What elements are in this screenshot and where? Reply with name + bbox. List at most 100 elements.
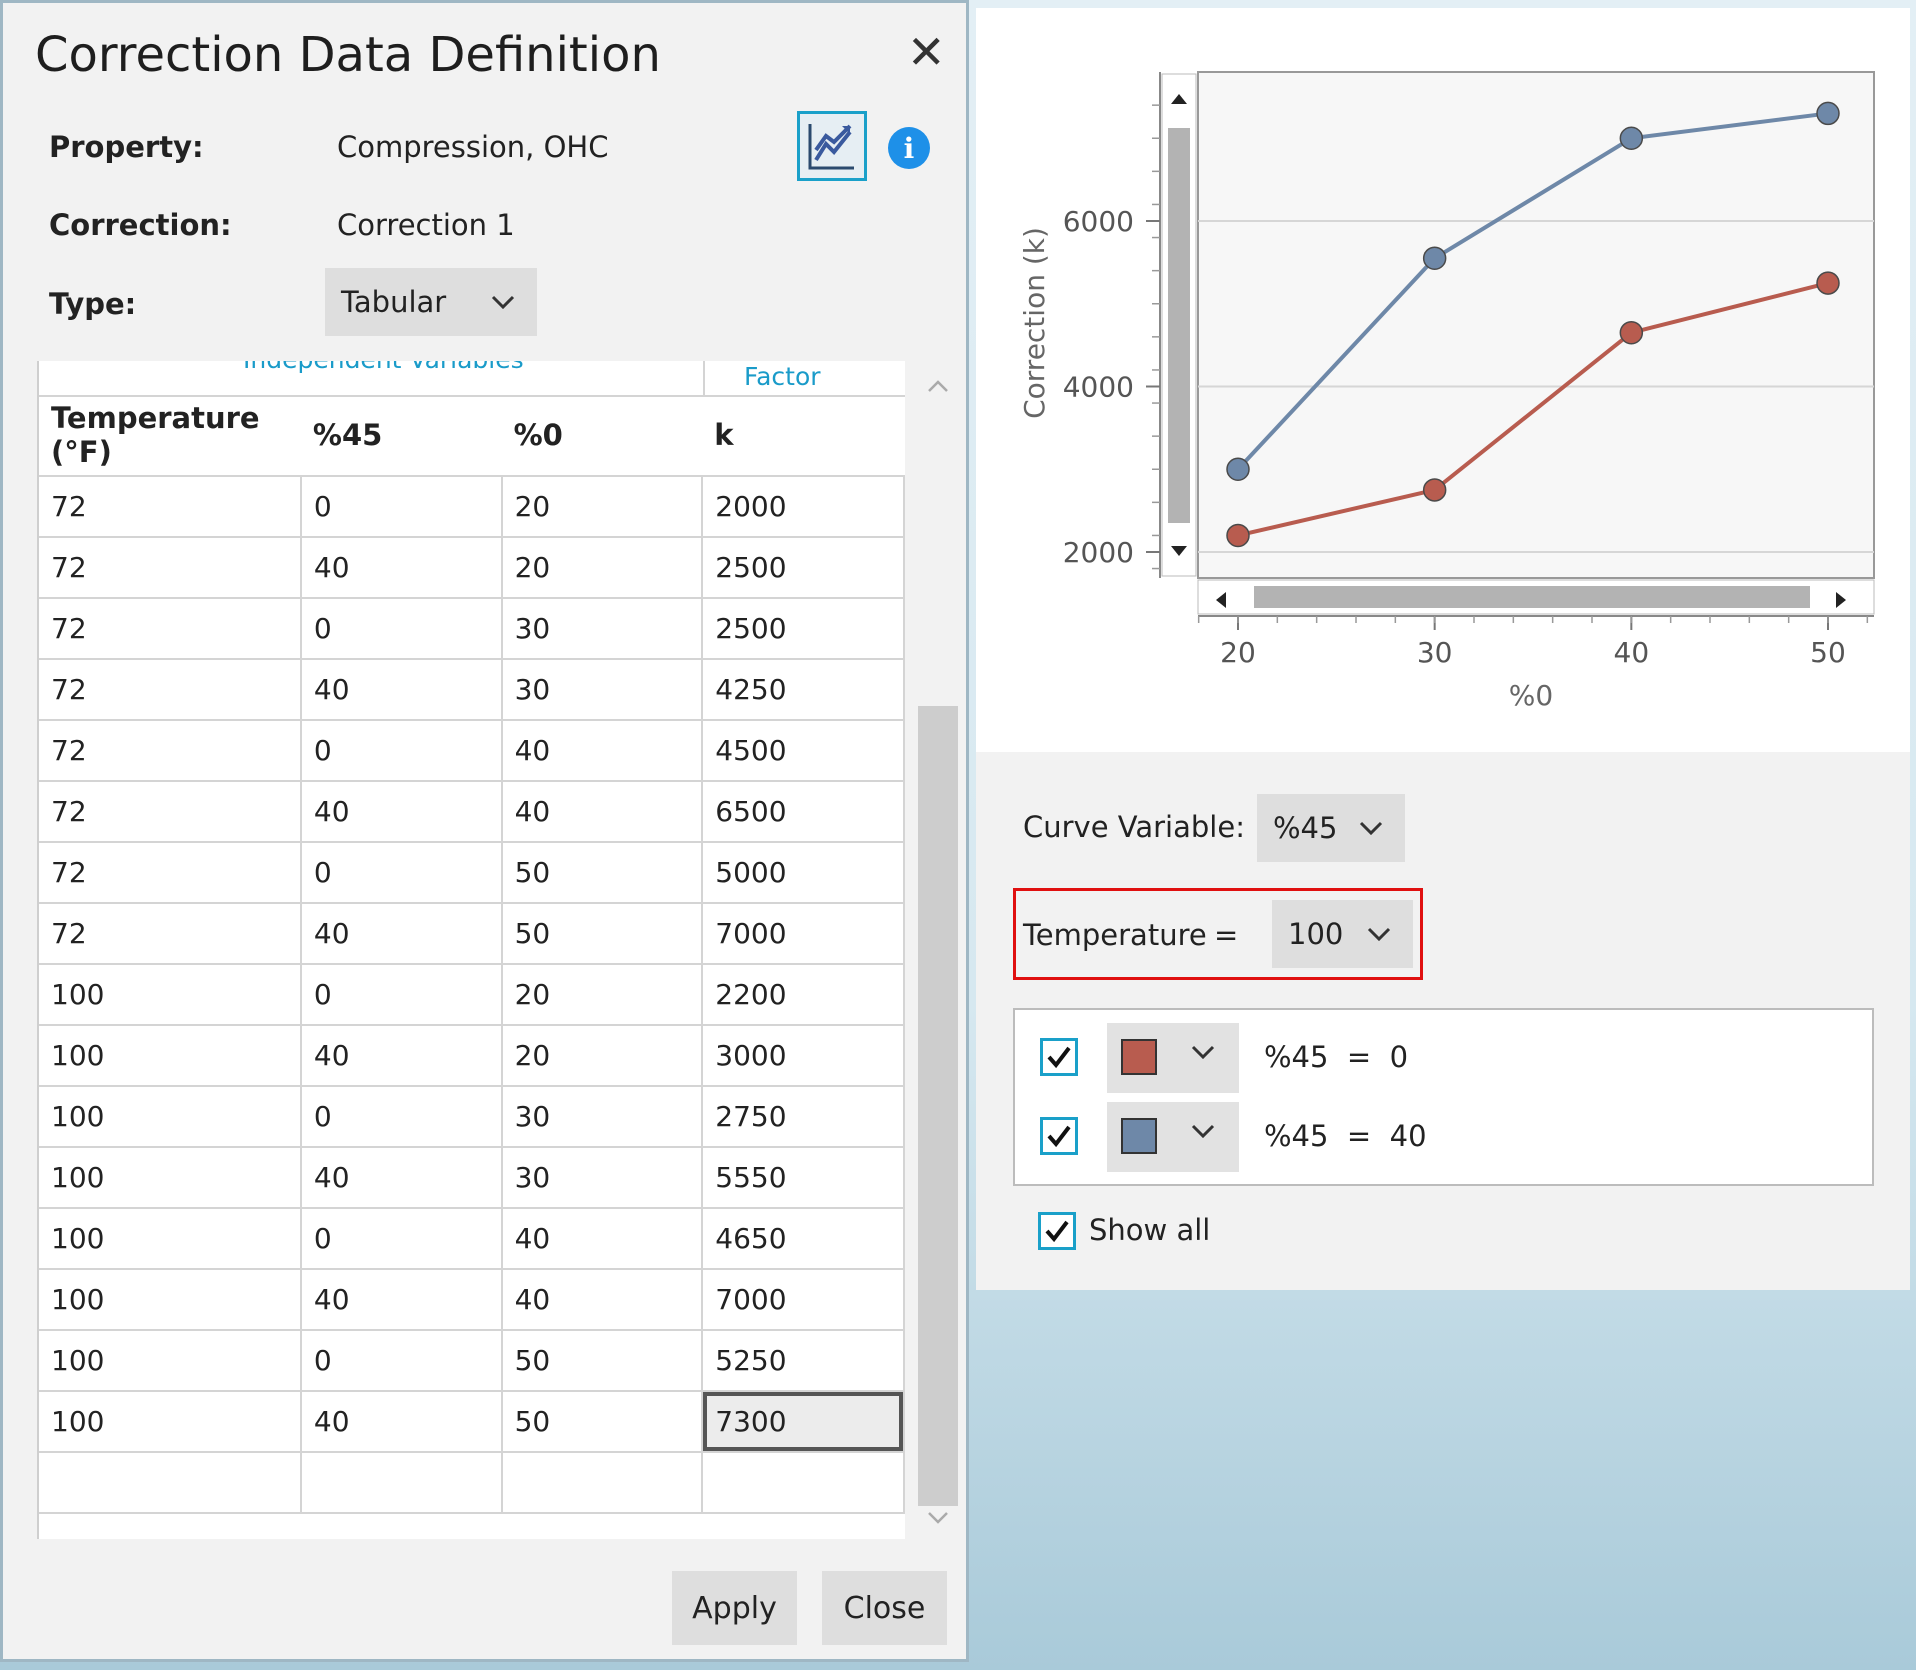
table-cell[interactable] [39, 1452, 302, 1514]
table-cell[interactable]: 50 [501, 903, 704, 965]
chart-x-scroll-thumb[interactable] [1254, 586, 1810, 608]
table-cell[interactable]: 5550 [702, 1147, 905, 1209]
table-cell[interactable]: 100 [39, 964, 302, 1026]
table-cell[interactable]: 30 [501, 598, 704, 660]
data-point-0-1[interactable] [1422, 478, 1447, 502]
table-row[interactable]: 100 40 50 7300 [39, 1391, 905, 1453]
chart-view-button[interactable] [797, 111, 867, 181]
table-cell[interactable]: 0 [300, 720, 503, 782]
table-row[interactable]: 100 0 30 2750 [39, 1086, 905, 1148]
table-cell[interactable]: 0 [300, 1208, 503, 1270]
table-cell[interactable]: 20 [501, 964, 704, 1026]
table-cell[interactable]: 40 [300, 1269, 503, 1331]
table-cell[interactable]: 0 [300, 476, 503, 538]
table-cell[interactable]: 72 [39, 781, 302, 843]
table-cell[interactable]: 40 [300, 1147, 503, 1209]
table-row[interactable] [39, 1452, 905, 1514]
data-point-1-3[interactable] [1816, 101, 1840, 126]
table-cell[interactable]: 20 [501, 1025, 704, 1087]
data-point-0-2[interactable] [1619, 320, 1644, 345]
table-row[interactable]: 72 0 30 2500 [39, 598, 905, 660]
data-point-0-3[interactable] [1816, 271, 1840, 295]
table-row[interactable]: 100 0 50 5250 [39, 1330, 905, 1392]
table-row[interactable]: 72 0 40 4500 [39, 720, 905, 782]
table-cell[interactable]: 72 [39, 476, 302, 538]
table-cell[interactable]: 40 [300, 903, 503, 965]
table-cell[interactable]: 40 [501, 1208, 704, 1270]
table-cell[interactable]: 20 [501, 476, 704, 538]
table-cell[interactable]: 100 [39, 1025, 302, 1087]
column-header-k[interactable]: k [702, 395, 904, 477]
table-row[interactable]: 100 40 30 5550 [39, 1147, 905, 1209]
chart-scroll-right-icon[interactable] [1836, 592, 1846, 608]
table-cell[interactable]: 2500 [702, 537, 905, 599]
info-icon[interactable]: i [888, 127, 930, 169]
table-cell[interactable]: 30 [501, 659, 704, 721]
table-cell[interactable]: 72 [39, 720, 302, 782]
table-cell[interactable]: 4500 [702, 720, 905, 782]
table-cell[interactable] [702, 1452, 905, 1514]
table-cell[interactable]: 2000 [702, 476, 905, 538]
table-cell[interactable]: 6500 [702, 781, 905, 843]
column-header-0[interactable]: %0 [501, 395, 703, 477]
show-all-checkbox[interactable] [1038, 1212, 1076, 1250]
table-cell[interactable]: 100 [39, 1208, 302, 1270]
data-point-1-0[interactable] [1226, 457, 1250, 481]
table-cell[interactable]: 100 [39, 1147, 302, 1209]
curve-variable-dropdown[interactable]: %45 [1257, 794, 1405, 862]
table-cell[interactable]: 40 [300, 537, 503, 599]
table-cell[interactable]: 100 [39, 1086, 302, 1148]
table-cell[interactable]: 40 [300, 659, 503, 721]
chart-y-scroll-thumb[interactable] [1168, 128, 1190, 523]
table-cell[interactable]: 50 [501, 1330, 704, 1392]
table-cell[interactable]: 40 [501, 781, 704, 843]
table-cell[interactable]: 72 [39, 598, 302, 660]
data-point-1-2[interactable] [1619, 126, 1644, 150]
table-cell[interactable]: 40 [300, 1391, 503, 1453]
chart-scroll-left-icon[interactable] [1216, 592, 1226, 608]
table-cell[interactable]: 72 [39, 537, 302, 599]
table-cell[interactable]: 0 [300, 1086, 503, 1148]
table-row[interactable]: 100 0 40 4650 [39, 1208, 905, 1270]
table-cell[interactable]: 2750 [702, 1086, 905, 1148]
table-cell[interactable]: 72 [39, 903, 302, 965]
series-0-checkbox[interactable] [1040, 1038, 1078, 1076]
close-button[interactable]: Close [822, 1571, 947, 1645]
table-cell[interactable]: 30 [501, 1086, 704, 1148]
column-header-temperature[interactable]: Temperature (°F) [39, 395, 301, 477]
table-cell[interactable]: 5000 [702, 842, 905, 904]
table-cell[interactable]: 2500 [702, 598, 905, 660]
table-row[interactable]: 72 40 30 4250 [39, 659, 905, 721]
data-point-0-0[interactable] [1226, 523, 1250, 548]
series-0-color-picker[interactable] [1107, 1023, 1239, 1093]
grid-vertical-scrollbar[interactable] [917, 361, 959, 1537]
table-cell[interactable]: 50 [501, 1391, 704, 1453]
table-row[interactable]: 72 40 50 7000 [39, 903, 905, 965]
table-cell[interactable]: 72 [39, 659, 302, 721]
table-cell[interactable]: 72 [39, 842, 302, 904]
table-cell[interactable]: 7300 [702, 1391, 905, 1453]
scroll-up-icon[interactable] [927, 379, 949, 393]
table-cell[interactable]: 4250 [702, 659, 905, 721]
table-cell[interactable]: 100 [39, 1391, 302, 1453]
type-dropdown[interactable]: Tabular [325, 268, 537, 336]
table-cell[interactable]: 40 [501, 720, 704, 782]
table-cell[interactable]: 0 [300, 842, 503, 904]
table-cell[interactable]: 7000 [702, 1269, 905, 1331]
table-cell[interactable]: 0 [300, 598, 503, 660]
column-header-45[interactable]: %45 [300, 395, 502, 477]
table-cell[interactable]: 40 [300, 1025, 503, 1087]
table-cell[interactable]: 4650 [702, 1208, 905, 1270]
table-cell[interactable]: 3000 [702, 1025, 905, 1087]
table-cell[interactable]: 100 [39, 1269, 302, 1331]
table-cell[interactable]: 40 [300, 781, 503, 843]
table-row[interactable]: 100 40 40 7000 [39, 1269, 905, 1331]
table-cell[interactable]: 50 [501, 842, 704, 904]
table-cell[interactable]: 0 [300, 1330, 503, 1392]
table-row[interactable]: 72 40 20 2500 [39, 537, 905, 599]
table-row[interactable]: 100 40 20 3000 [39, 1025, 905, 1087]
table-cell[interactable]: 7000 [702, 903, 905, 965]
series-1-checkbox[interactable] [1040, 1117, 1078, 1155]
table-cell[interactable]: 30 [501, 1147, 704, 1209]
close-icon[interactable]: ✕ [907, 25, 946, 79]
